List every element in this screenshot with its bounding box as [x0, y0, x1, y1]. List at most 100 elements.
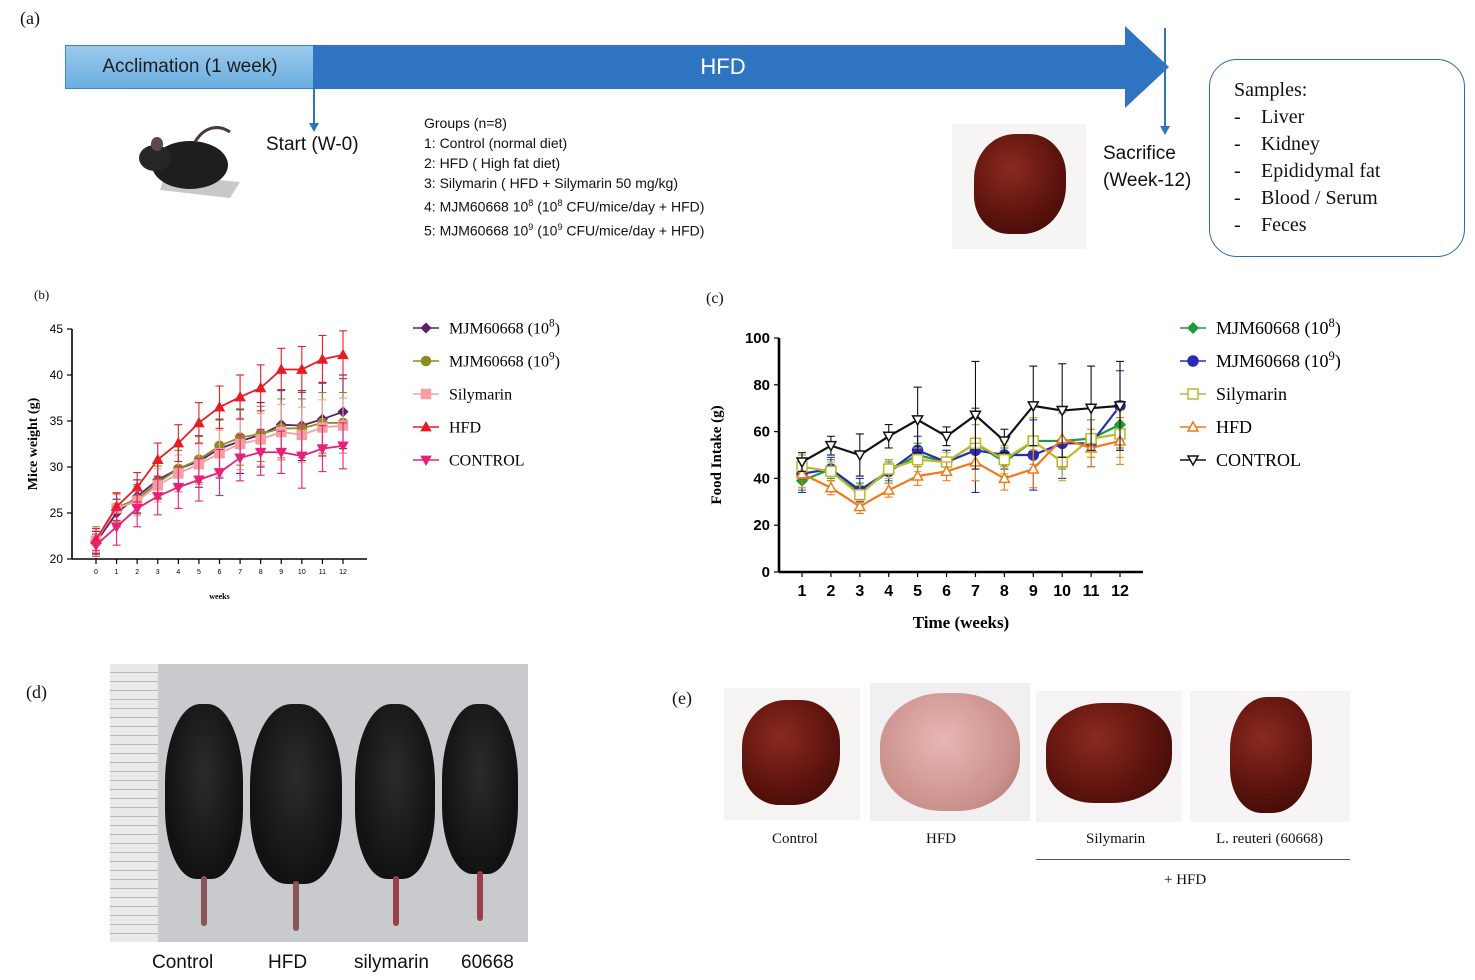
sample-item: Liver [1234, 104, 1464, 131]
groups-title: Groups (n=8) [424, 115, 507, 131]
photo-e-group-label: + HFD [1164, 872, 1207, 888]
data-point [337, 441, 349, 452]
series-line [801, 404, 1121, 463]
x-tick-label: 11 [1083, 583, 1100, 600]
data-point [824, 440, 838, 453]
data-point [1026, 462, 1040, 474]
y-axis-label: Mice weight (g) [26, 397, 41, 490]
x-tick-label: 10 [298, 569, 306, 576]
legend-label: Silymarin [1216, 384, 1287, 404]
y-tick-label: 25 [50, 506, 64, 520]
liver-photo-control [724, 688, 860, 820]
start-marker-line [313, 89, 315, 125]
data-point [853, 499, 867, 512]
legend-label: MJM60668 (109) [1216, 349, 1341, 372]
series-4: CONTROL [795, 360, 1301, 477]
mouse-illustration [139, 126, 240, 198]
sample-item: Feces [1234, 212, 1464, 239]
data-point [911, 469, 924, 481]
photo-d-label-hfd: HFD [268, 952, 308, 973]
legend-marker [1187, 388, 1199, 400]
liver-photo-a [952, 124, 1086, 249]
photo-e-label-60668: L. reuteri (60668) [1216, 831, 1324, 847]
x-tick-label: 0 [94, 569, 98, 576]
legend-marker [1186, 455, 1200, 467]
panel-label-d: (d) [26, 682, 47, 702]
sacrifice-label: Sacrifice (Week-12) [1103, 143, 1192, 191]
sacrifice-marker-line [1164, 28, 1166, 128]
hfd-label: HFD [700, 54, 746, 79]
data-point [854, 489, 866, 501]
data-point [882, 431, 896, 443]
samples-list: Liver Kidney Epididymal fat Blood / Seru… [1234, 104, 1464, 239]
y-tick-label: 60 [753, 424, 770, 441]
x-tick-label: 3 [855, 583, 864, 600]
y-tick-label: 30 [50, 460, 64, 474]
x-tick-label: 10 [1053, 583, 1071, 600]
data-point [998, 471, 1011, 484]
legend-marker [1187, 355, 1199, 367]
data-point [172, 437, 185, 448]
start-label: Start (W-0) [266, 134, 359, 155]
legend-marker [420, 322, 432, 334]
data-point [911, 453, 924, 466]
legend-label: HFD [449, 419, 481, 436]
x-axis-label: weeks [209, 592, 229, 601]
sacrifice-marker-arrow [1160, 126, 1170, 135]
group-4: 4: MJM60668 108 (108 CFU/mice/day + HFD) [424, 198, 705, 215]
mouse-control [165, 704, 243, 879]
legend-label: CONTROL [449, 452, 525, 469]
legend-label: Silymarin [449, 386, 512, 403]
y-tick-label: 20 [753, 517, 770, 534]
legend-label: MJM60668 (109) [449, 350, 560, 370]
panel-label-a: (a) [20, 8, 40, 28]
panel-label-c: (c) [706, 290, 724, 307]
data-point [275, 363, 288, 374]
x-tick-label: 4 [884, 583, 893, 600]
x-tick-label: 7 [238, 569, 242, 576]
series-line [801, 437, 1121, 508]
data-point [151, 453, 164, 464]
data-point [940, 464, 953, 477]
legend-label: CONTROL [1216, 450, 1301, 470]
data-point [193, 475, 205, 486]
mouse-60668 [442, 704, 518, 874]
data-point [911, 415, 924, 427]
hfd-bar: HFD [313, 45, 1133, 89]
data-point [882, 463, 895, 475]
liver-image [974, 134, 1066, 234]
photo-e-label-silymarin: Silymarin [1086, 831, 1146, 847]
group-5: 5: MJM60668 109 (109 CFU/mice/day + HFD) [424, 221, 705, 239]
series-2: Silymarin [796, 384, 1287, 505]
data-point [131, 504, 143, 515]
x-tick-label: 9 [1029, 583, 1038, 600]
photo-e-label-control: Control [772, 831, 818, 847]
x-tick-label: 6 [218, 569, 222, 576]
data-point [969, 410, 982, 422]
liver-photo-hfd [870, 683, 1030, 821]
legend-label: HFD [1216, 417, 1252, 437]
x-tick-label: 1 [798, 583, 807, 600]
data-point [90, 540, 102, 552]
y-tick-label: 100 [745, 330, 770, 347]
data-point [254, 447, 267, 459]
data-point [316, 353, 329, 364]
x-tick-label: 12 [1111, 583, 1129, 600]
group-2: 2: HFD ( High fat diet) [424, 155, 561, 171]
data-point [824, 481, 838, 493]
mice-photo [110, 664, 528, 942]
legend-marker [420, 420, 432, 432]
data-point [337, 348, 349, 360]
x-tick-label: 9 [279, 569, 283, 576]
liver-image [1046, 703, 1172, 803]
data-point [853, 450, 867, 462]
x-tick-label: 12 [339, 569, 347, 576]
panel-label-e: (e) [672, 688, 692, 708]
sample-item: Blood / Serum [1234, 185, 1464, 212]
data-point [998, 453, 1011, 466]
mouse-silymarin [355, 704, 435, 879]
series-4: CONTROL [90, 422, 525, 557]
series-3: HFD [795, 409, 1252, 515]
liver-photo-silymarin [1036, 691, 1182, 822]
